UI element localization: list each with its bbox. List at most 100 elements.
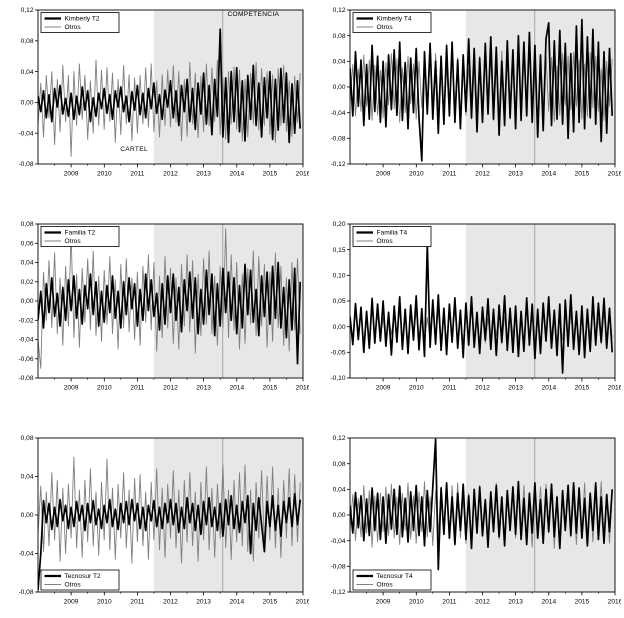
x-tick-label: 2014 (541, 171, 556, 178)
x-tick-label: 2015 (263, 171, 278, 178)
series-line (38, 28, 302, 144)
familia-t4-plot: -0,10 -0,05 0,00 0,05 0,10 0,15 0,20 2009 2010 20… (330, 221, 621, 392)
x-tick-label: 2015 (575, 171, 590, 178)
x-tick-label: 2011 (442, 599, 457, 606)
y-tick-label: 0,08 (21, 38, 34, 45)
x-tick-label: 2015 (263, 385, 278, 392)
tecnosur-t2-plot: -0,08 -0,04 0,00 0,04 0,08 2009 2010 2011 2012 20… (18, 435, 309, 606)
y-tick-label: -0,08 (18, 589, 33, 596)
x-tick-label: 2011 (130, 385, 145, 392)
series-line (350, 18, 614, 162)
y-tick-label: 0,04 (333, 59, 346, 66)
y-tick-label: 0,04 (21, 474, 34, 481)
y-tick-label: -0,04 (330, 110, 345, 117)
x-tick-label: 2016 (608, 599, 621, 606)
y-tick-label: 0,04 (333, 487, 346, 494)
x-tick-label: 2012 (475, 385, 490, 392)
x-tick-label: 2009 (64, 599, 79, 606)
kimberly-t2-plot: -0,08 -0,04 0,00 0,04 0,08 0,12 2009 2010 2011 20… (18, 7, 309, 178)
x-tick-label: 2013 (196, 599, 211, 606)
y-tick-label: 0,15 (333, 247, 346, 254)
x-tick-label: 2014 (229, 171, 244, 178)
x-tick-label: 2010 (97, 171, 112, 178)
y-tick-label: 0,00 (21, 100, 34, 107)
series-line (350, 438, 614, 571)
x-tick-label: 2014 (541, 599, 556, 606)
legend-label: Kimberly T4 (377, 16, 412, 23)
series-line (350, 243, 614, 374)
y-tick-label: 0,20 (333, 221, 346, 228)
y-tick-label: 0,00 (333, 512, 346, 519)
x-tick-label: 2013 (508, 599, 523, 606)
x-tick-label: 2012 (475, 171, 490, 178)
y-tick-label: -0,04 (18, 337, 33, 344)
x-tick-label: 2010 (409, 385, 424, 392)
y-tick-label: -0,06 (18, 356, 33, 363)
x-tick-label: 2012 (163, 171, 178, 178)
y-tick-label: 0,00 (333, 324, 346, 331)
panel-kimberly-t4: -0,12 -0,08 -0,04 0,00 0,04 0,08 0,12 2009 2010 2… (315, 5, 621, 183)
x-tick-label: 2012 (163, 599, 178, 606)
kimberly-t4-plot: -0,12 -0,08 -0,04 0,00 0,04 0,08 0,12 2009 2010 2… (330, 7, 621, 178)
legend-label: Otros (65, 24, 82, 31)
y-tick-label: 0,06 (21, 241, 34, 248)
legend-label: Otros (377, 582, 394, 589)
x-tick-label: 2016 (296, 599, 309, 606)
x-tick-label: 2011 (130, 171, 145, 178)
y-tick-label: 0,08 (333, 461, 346, 468)
y-tick-label: 0,00 (21, 512, 34, 519)
x-tick-label: 2009 (64, 385, 79, 392)
legend-label: Familia T2 (65, 230, 96, 237)
y-tick-label: 0,08 (21, 435, 34, 442)
x-tick-label: 2016 (608, 171, 621, 178)
shaded-region (153, 224, 303, 378)
x-tick-label: 2010 (409, 599, 424, 606)
x-tick-label: 2009 (64, 171, 79, 178)
x-tick-label: 2012 (163, 385, 178, 392)
legend-label: Familia T4 (377, 230, 408, 237)
y-tick-label: -0,08 (18, 161, 33, 168)
y-tick-label: 0,08 (21, 221, 34, 228)
tecnosur-t4-plot: -0,12 -0,08 -0,04 0,00 0,04 0,08 0,12 2009 2010 2… (330, 435, 621, 606)
x-tick-label: 2010 (97, 599, 112, 606)
x-tick-label: 2009 (376, 171, 391, 178)
y-tick-label: -0,04 (18, 551, 33, 558)
y-tick-label: 0,02 (21, 279, 34, 286)
y-tick-label: -0,04 (18, 130, 33, 137)
x-tick-label: 2011 (442, 171, 457, 178)
x-tick-label: 2016 (296, 385, 309, 392)
x-tick-label: 2012 (475, 599, 490, 606)
y-tick-label: 0,00 (21, 298, 34, 305)
x-tick-label: 2009 (376, 599, 391, 606)
legend-label: Otros (377, 24, 394, 31)
x-tick-label: 2016 (608, 385, 621, 392)
y-tick-label: 0,05 (333, 298, 346, 305)
x-tick-label: 2010 (97, 385, 112, 392)
y-tick-label: -0,12 (330, 161, 345, 168)
y-tick-label: -0,08 (330, 564, 345, 571)
y-tick-label: 0,12 (21, 7, 34, 14)
y-tick-label: 0,04 (21, 69, 34, 76)
legend-label: Otros (65, 238, 82, 245)
region-annotation: COMPETENCIA (228, 11, 280, 18)
y-tick-label: 0,12 (333, 435, 346, 442)
x-tick-label: 2013 (508, 171, 523, 178)
series-line (38, 261, 302, 365)
panel-tecnosur-t2: -0,08 -0,04 0,00 0,04 0,08 2009 2010 2011 2012 20… (3, 433, 309, 611)
series-line (38, 492, 302, 591)
x-tick-label: 2013 (196, 171, 211, 178)
shaded-region (465, 438, 615, 592)
y-tick-label: -0,10 (330, 375, 345, 382)
x-tick-label: 2015 (575, 599, 590, 606)
x-tick-label: 2014 (541, 385, 556, 392)
y-tick-label: -0,08 (18, 375, 33, 382)
legend-label: Tecnosur T2 (65, 573, 101, 580)
y-tick-label: 0,12 (333, 7, 346, 14)
x-tick-label: 2013 (196, 385, 211, 392)
y-tick-label: -0,04 (330, 538, 345, 545)
legend-label: Otros (377, 238, 394, 245)
legend-label: Kimberly T2 (65, 16, 100, 23)
y-tick-label: 0,10 (333, 273, 346, 280)
